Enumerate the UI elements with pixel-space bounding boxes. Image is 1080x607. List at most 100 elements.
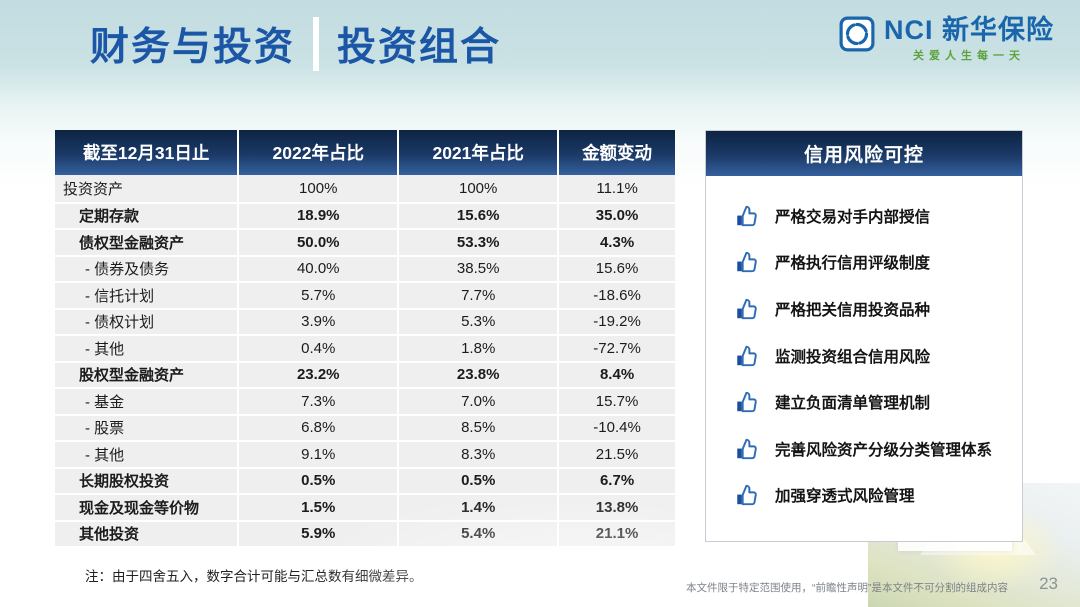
risk-item: 严格执行信用评级制度: [706, 249, 1016, 275]
value-change: -72.7%: [557, 334, 675, 361]
row-label: 现金及现金等价物: [55, 493, 238, 520]
row-label: - 其他: [55, 334, 238, 361]
value-2022: 5.7%: [237, 281, 398, 308]
page-number: 23: [1039, 574, 1058, 593]
row-label: - 基金: [55, 387, 238, 414]
value-2022: 6.8%: [237, 413, 398, 440]
value-2022: 9.1%: [237, 440, 398, 467]
table-row: - 债券及债务 40.0% 38.5% 15.6%: [55, 254, 675, 281]
nci-swirl-icon: [839, 16, 875, 52]
table-body: 投资资产 100% 100% 11.1% 定期存款 18.9% 15.6% 35.0% 债权型金…: [55, 175, 675, 546]
value-2021: 15.6%: [397, 201, 558, 228]
column-header: 截至12月31日止: [55, 130, 238, 175]
value-2021: 100%: [397, 175, 558, 202]
logo-cn: 新华保险: [942, 15, 1054, 45]
value-change: 35.0%: [557, 201, 675, 228]
row-label: 长期股权投资: [55, 466, 238, 493]
page-title-sub: 投资组合: [337, 26, 502, 69]
thumbs-up-icon: [737, 252, 757, 273]
title-divider: [313, 17, 320, 71]
thumbs-up-icon: [737, 485, 757, 506]
table-row: - 信托计划 5.7% 7.7% -18.6%: [55, 281, 675, 308]
risk-item-label: 完善风险资产分级分类管理体系: [775, 441, 993, 459]
logo-text-block: NCI 新华保险 关爱人生每一天: [884, 16, 1054, 63]
risk-item-label: 严格把关信用投资品种: [775, 301, 931, 319]
risk-item: 监测投资组合信用风险: [706, 343, 1016, 369]
value-2022: 3.9%: [237, 307, 398, 334]
table-header-row: 截至12月31日止 2022年占比 2021年占比 金额变动: [55, 130, 675, 175]
panel-title: 信用风险可控: [706, 131, 1022, 176]
thumbs-up-icon: [737, 345, 757, 366]
value-2021: 53.3%: [397, 228, 558, 255]
value-change: -18.6%: [557, 281, 675, 308]
thumbs-up-icon: [737, 298, 757, 320]
column-header: 2022年占比: [237, 130, 398, 175]
risk-item-label: 严格执行信用评级制度: [775, 255, 931, 273]
risk-item: 加强穿透式风险管理: [706, 482, 1016, 508]
panel-body: 严格交易对手内部授信 严格执行信用评级制度 严格把关信用投资品种 监测投资组合信用风险…: [706, 176, 1022, 541]
row-label: 定期存款: [55, 201, 238, 228]
value-change: 8.4%: [557, 360, 675, 387]
risk-item: 严格把关信用投资品种: [706, 296, 1016, 322]
credit-risk-panel: 信用风险可控 严格交易对手内部授信 严格执行信用评级制度 严格把关信用投资品种 监测投…: [705, 130, 1023, 542]
value-2021: 8.5%: [397, 413, 558, 440]
table-row: - 基金 7.3% 7.0% 15.7%: [55, 387, 675, 414]
disclaimer-text: 本文件限于特定范围使用，“前瞻性声明”是本文件不可分割的组成内容: [686, 582, 1008, 594]
row-label: 投资资产: [55, 175, 238, 202]
table-row: - 其他 9.1% 8.3% 21.5%: [55, 440, 675, 467]
table-row: 定期存款 18.9% 15.6% 35.0%: [55, 201, 675, 228]
value-2022: 40.0%: [237, 254, 398, 281]
row-label: - 债权计划: [55, 307, 238, 334]
value-change: -10.4%: [557, 413, 675, 440]
risk-item: 严格交易对手内部授信: [706, 203, 1016, 229]
logo-name: NCI 新华保险: [884, 16, 1054, 44]
value-2022: 7.3%: [237, 387, 398, 414]
logo-abbr: NCI: [883, 15, 934, 45]
thumbs-up-icon: [737, 438, 757, 459]
column-header: 金额变动: [557, 130, 675, 175]
value-change: 15.7%: [557, 387, 675, 414]
table-row: 债权型金融资产 50.0% 53.3% 4.3%: [55, 228, 675, 255]
risk-item-label: 监测投资组合信用风险: [775, 348, 931, 366]
row-label: - 股票: [55, 413, 238, 440]
value-2022: 23.2%: [237, 360, 398, 387]
value-2021: 5.3%: [397, 307, 558, 334]
row-label: - 债券及债务: [55, 254, 238, 281]
value-change: 21.5%: [557, 440, 675, 467]
risk-item: 建立负面清单管理机制: [706, 389, 1016, 415]
nci-logo: NCI 新华保险 关爱人生每一天: [839, 16, 1054, 63]
table-row: 股权型金融资产 23.2% 23.8% 8.4%: [55, 360, 675, 387]
row-label: 债权型金融资产: [55, 228, 238, 255]
value-2021: 8.3%: [397, 440, 558, 467]
row-label: 其他投资: [55, 519, 238, 546]
page-title: 财务与投资 投资组合: [90, 16, 501, 72]
risk-item-label: 严格交易对手内部授信: [775, 208, 931, 226]
row-label: 股权型金融资产: [55, 360, 238, 387]
page-title-section: 财务与投资: [90, 26, 296, 69]
value-2022: 50.0%: [237, 228, 398, 255]
table-row: - 债权计划 3.9% 5.3% -19.2%: [55, 307, 675, 334]
value-change: 4.3%: [557, 228, 675, 255]
thumbs-up-icon: [737, 205, 757, 226]
thumbs-up-icon: [737, 391, 757, 413]
value-2022: 0.4%: [237, 334, 398, 361]
value-change: 11.1%: [557, 175, 675, 202]
table-row: 投资资产 100% 100% 11.1%: [55, 175, 675, 202]
column-header: 2021年占比: [397, 130, 558, 175]
value-2022: 100%: [237, 175, 398, 202]
value-change: 15.6%: [557, 254, 675, 281]
investment-portfolio-table: 截至12月31日止 2022年占比 2021年占比 金额变动 投资资产 100% 100%…: [55, 130, 675, 546]
risk-item: 完善风险资产分级分类管理体系: [706, 436, 1016, 462]
value-change: -19.2%: [557, 307, 675, 334]
value-2021: 23.8%: [397, 360, 558, 387]
value-2021: 7.0%: [397, 387, 558, 414]
value-2022: 18.9%: [237, 201, 398, 228]
value-2021: 7.7%: [397, 281, 558, 308]
row-label: - 信托计划: [55, 281, 238, 308]
row-label: - 其他: [55, 440, 238, 467]
table-row: - 其他 0.4% 1.8% -72.7%: [55, 334, 675, 361]
risk-item-label: 建立负面清单管理机制: [775, 395, 931, 413]
logo-tagline: 关爱人生每一天: [912, 50, 1025, 63]
risk-item-label: 加强穿透式风险管理: [775, 488, 915, 506]
